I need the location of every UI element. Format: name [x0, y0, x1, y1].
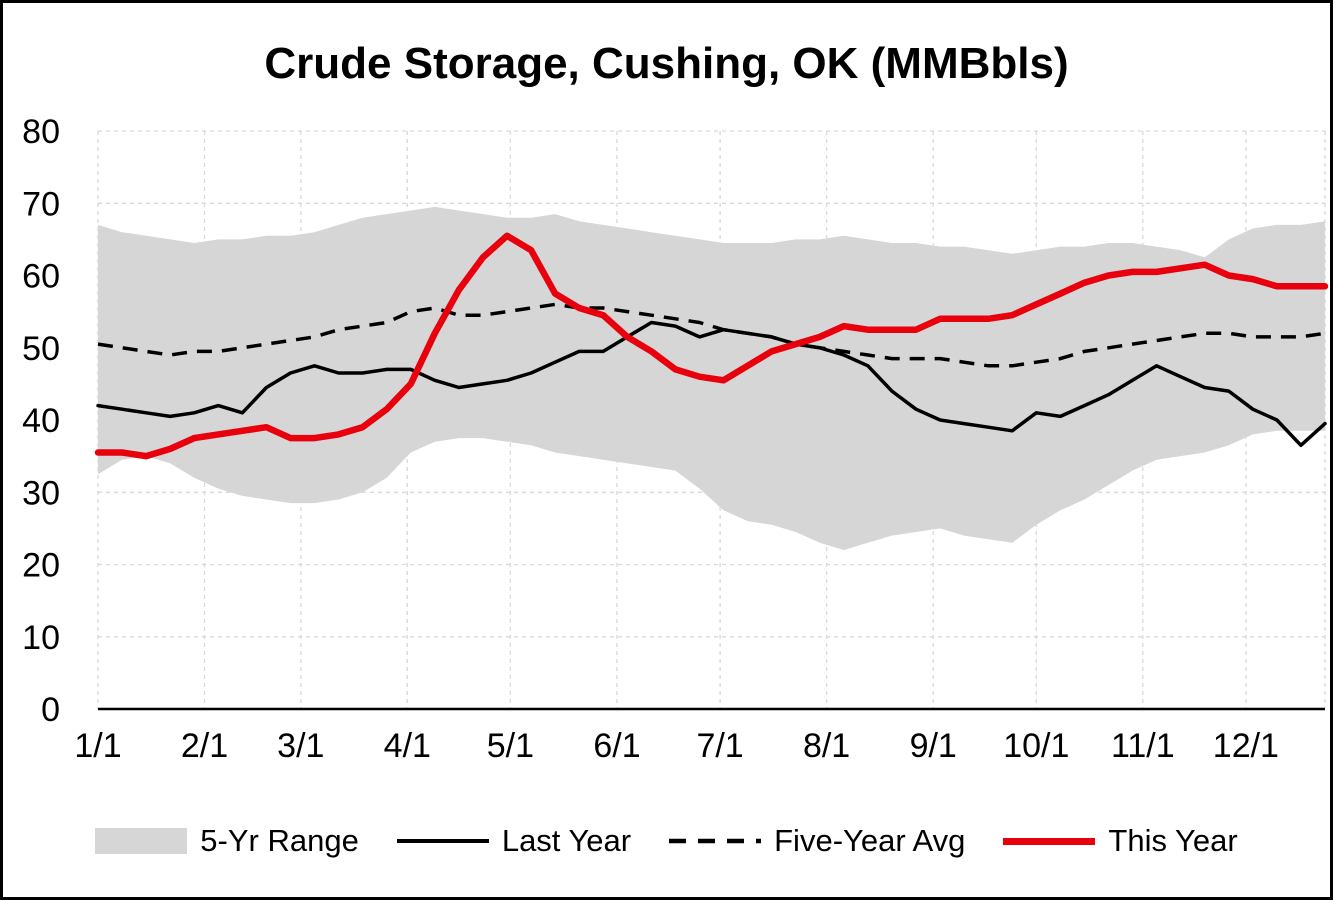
y-tick-label: 30: [22, 474, 60, 512]
solid-line-swatch-icon: [396, 839, 489, 843]
range-swatch-icon: [95, 828, 188, 854]
legend-item-last-year: Last Year: [396, 823, 632, 859]
legend: 5-Yr Range Last Year Five-Year Avg This …: [3, 823, 1330, 859]
red-line-swatch-icon: [1003, 837, 1096, 845]
series-last-year-line: [96, 320, 1327, 448]
legend-item-this-year: This Year: [1003, 823, 1238, 859]
x-tick-label: 8/1: [803, 727, 850, 765]
series-five-year-avg-line: [97, 302, 1326, 368]
y-tick-label: 0: [41, 691, 60, 729]
legend-label-5yr-range: 5-Yr Range: [200, 823, 359, 858]
x-tick-label: 1/1: [74, 727, 121, 765]
chart-plot: 0 10 20 30 40 50 60 70 80 1/1 2/1 3/1 4/1 5/1 6/1 7/1 8/…: [22, 113, 1329, 765]
x-tick-label: 2/1: [181, 727, 228, 765]
x-tick-label: 3/1: [277, 727, 324, 765]
legend-item-5yr-range: 5-Yr Range: [95, 823, 359, 859]
y-tick-label: 20: [22, 547, 60, 585]
x-tick-label: 12/1: [1213, 727, 1279, 765]
chart-title: Crude Storage, Cushing, OK (MMBbls): [264, 39, 1069, 88]
y-tick-label: 60: [22, 258, 60, 296]
legend-label-five-year-avg: Five-Year Avg: [774, 823, 966, 858]
x-tick-label: 10/1: [1003, 727, 1069, 765]
legend-label-last-year: Last Year: [501, 823, 632, 858]
y-tick-label: 10: [22, 619, 60, 657]
series-this-year-line: [94, 232, 1329, 460]
dashed-line-swatch-icon: [669, 838, 762, 844]
legend-item-five-year-avg: Five-Year Avg: [669, 823, 965, 859]
x-tick-label: 9/1: [910, 727, 957, 765]
x-tick-label: 11/1: [1111, 727, 1175, 765]
y-tick-label: 80: [22, 113, 60, 151]
y-tick-label: 40: [22, 402, 60, 440]
legend-label-this-year: This Year: [1108, 823, 1238, 858]
x-tick-label: 6/1: [593, 727, 640, 765]
y-tick-label: 50: [22, 330, 60, 368]
x-tick-label: 4/1: [384, 727, 431, 765]
x-tick-label: 5/1: [487, 727, 534, 765]
y-tick-label: 70: [22, 185, 60, 223]
x-tick-label: 7/1: [696, 727, 743, 765]
